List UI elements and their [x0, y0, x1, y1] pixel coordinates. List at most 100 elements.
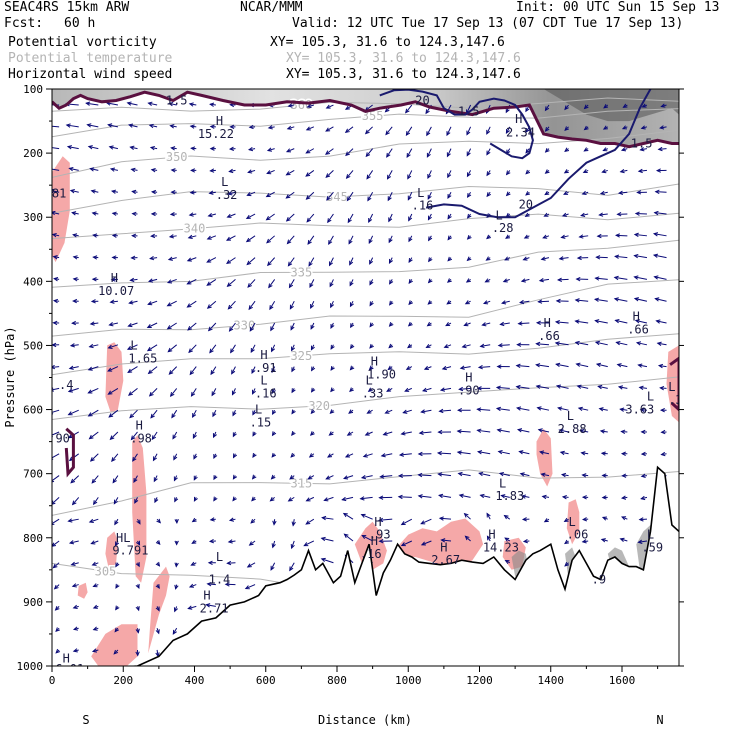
wind-vector-head: [189, 190, 195, 195]
wind-vector-head: [291, 431, 296, 436]
wind-vector-head: [310, 387, 316, 393]
wind-vector-shaft: [287, 235, 295, 244]
wind-vector-head: [290, 452, 296, 458]
wind-vector: [170, 146, 177, 151]
wind-vector: [310, 409, 316, 415]
forecast-label: Fcst:: [4, 16, 44, 31]
wind-vector-head: [109, 299, 115, 304]
wind-vector-head: [525, 169, 531, 175]
wind-vector: [360, 474, 373, 480]
wind-vector-head: [52, 563, 58, 569]
extremum-label: 1.5: [458, 104, 480, 118]
wind-vector-head: [426, 152, 431, 158]
wind-vector-head: [230, 348, 235, 354]
wind-vector-head: [206, 235, 212, 240]
wind-vector: [400, 431, 412, 436]
wind-vector-shaft: [269, 300, 276, 310]
wind-vector-head: [173, 607, 178, 613]
wind-vector-shaft: [210, 366, 217, 375]
wind-vector-head: [270, 474, 276, 480]
extremum-label: 9.791: [112, 544, 148, 558]
wind-vector: [464, 300, 471, 305]
theta-label-345: 345: [326, 190, 348, 204]
wind-vector-head: [516, 428, 523, 433]
wind-vector-head: [561, 494, 567, 500]
wind-vector-shaft: [325, 126, 334, 132]
wind-vector: [252, 409, 257, 416]
wind-vector: [72, 648, 79, 653]
wind-vector-head: [497, 343, 503, 348]
wind-vector: [575, 276, 589, 282]
wind-vector-head: [192, 433, 197, 439]
wind-vector-head: [476, 428, 482, 433]
wind-vector-head: [115, 605, 120, 611]
wind-vector-head: [556, 277, 563, 282]
wind-vector: [136, 540, 141, 546]
wind-vector-head: [503, 514, 509, 520]
wind-vector-shaft: [421, 518, 432, 525]
wind-vector: [52, 255, 60, 260]
wind-vector: [152, 453, 158, 462]
wind-vector-shaft: [635, 212, 647, 215]
wind-vector-head: [107, 367, 113, 372]
wind-vector: [305, 170, 315, 177]
theta-label-305: 305: [95, 564, 117, 578]
wind-vector-shaft: [110, 431, 119, 440]
wind-vector: [407, 170, 413, 180]
terrain: [52, 465, 679, 666]
wind-vector-shaft: [270, 322, 276, 331]
wind-vector-head: [574, 319, 580, 324]
wind-vector-head: [226, 282, 232, 288]
wind-vector-head: [579, 428, 585, 434]
wind-vector: [359, 496, 373, 501]
wind-vector: [91, 475, 99, 484]
wind-vector-head: [425, 343, 431, 349]
wind-vector: [52, 210, 60, 216]
pv-high-region-1: [105, 342, 124, 413]
wind-vector: [486, 512, 491, 520]
wind-vector-head: [360, 474, 367, 480]
wind-vector: [228, 146, 236, 151]
wind-vector-shaft: [446, 148, 452, 157]
wind-vector-head: [266, 147, 273, 152]
wind-vector-shaft: [88, 366, 99, 371]
wind-vector-shaft: [208, 213, 217, 217]
wind-vector-head: [111, 211, 117, 216]
wind-vector-head: [405, 131, 411, 137]
wind-vector-head: [252, 410, 257, 416]
wind-vector-head: [271, 388, 276, 395]
wind-vector-head: [519, 299, 525, 305]
wind-vector-head: [46, 103, 50, 106]
wind-vector-head: [538, 278, 544, 283]
wind-vector-head: [554, 319, 560, 325]
field-xy-pv: XY= 105.3, 31.6 to 124.3,147.6: [270, 35, 505, 50]
wind-vector-shaft: [307, 235, 315, 245]
wind-vector: [189, 124, 197, 129]
wind-vector-shaft: [309, 279, 315, 288]
wind-vector-shaft: [460, 366, 471, 369]
wind-vector-shaft: [308, 257, 315, 266]
wind-vector-head: [174, 562, 179, 568]
wind-vector-head: [108, 413, 114, 418]
wind-vector: [248, 300, 256, 311]
wind-vector: [447, 213, 452, 220]
pv-high-region-9: [566, 499, 580, 545]
wind-vector: [476, 407, 491, 412]
wind-vector: [310, 300, 315, 310]
extremum-label: 2.67: [431, 553, 460, 567]
wind-vector-head: [525, 191, 531, 196]
theta-contour-340: [52, 212, 679, 240]
wind-vector: [290, 540, 295, 550]
wind-vector-head: [287, 261, 293, 267]
wind-vector-head: [107, 123, 113, 128]
wind-vector: [600, 538, 608, 543]
wind-vector-shaft: [151, 431, 158, 440]
wind-vector-head: [246, 563, 252, 568]
wind-vector-head: [505, 234, 511, 239]
wind-vector-head: [541, 494, 547, 500]
wind-vector-head: [114, 541, 120, 547]
wind-vector: [620, 495, 628, 500]
wind-vector: [405, 365, 413, 370]
wind-vector-shaft: [110, 300, 118, 303]
wind-vector: [558, 256, 569, 261]
